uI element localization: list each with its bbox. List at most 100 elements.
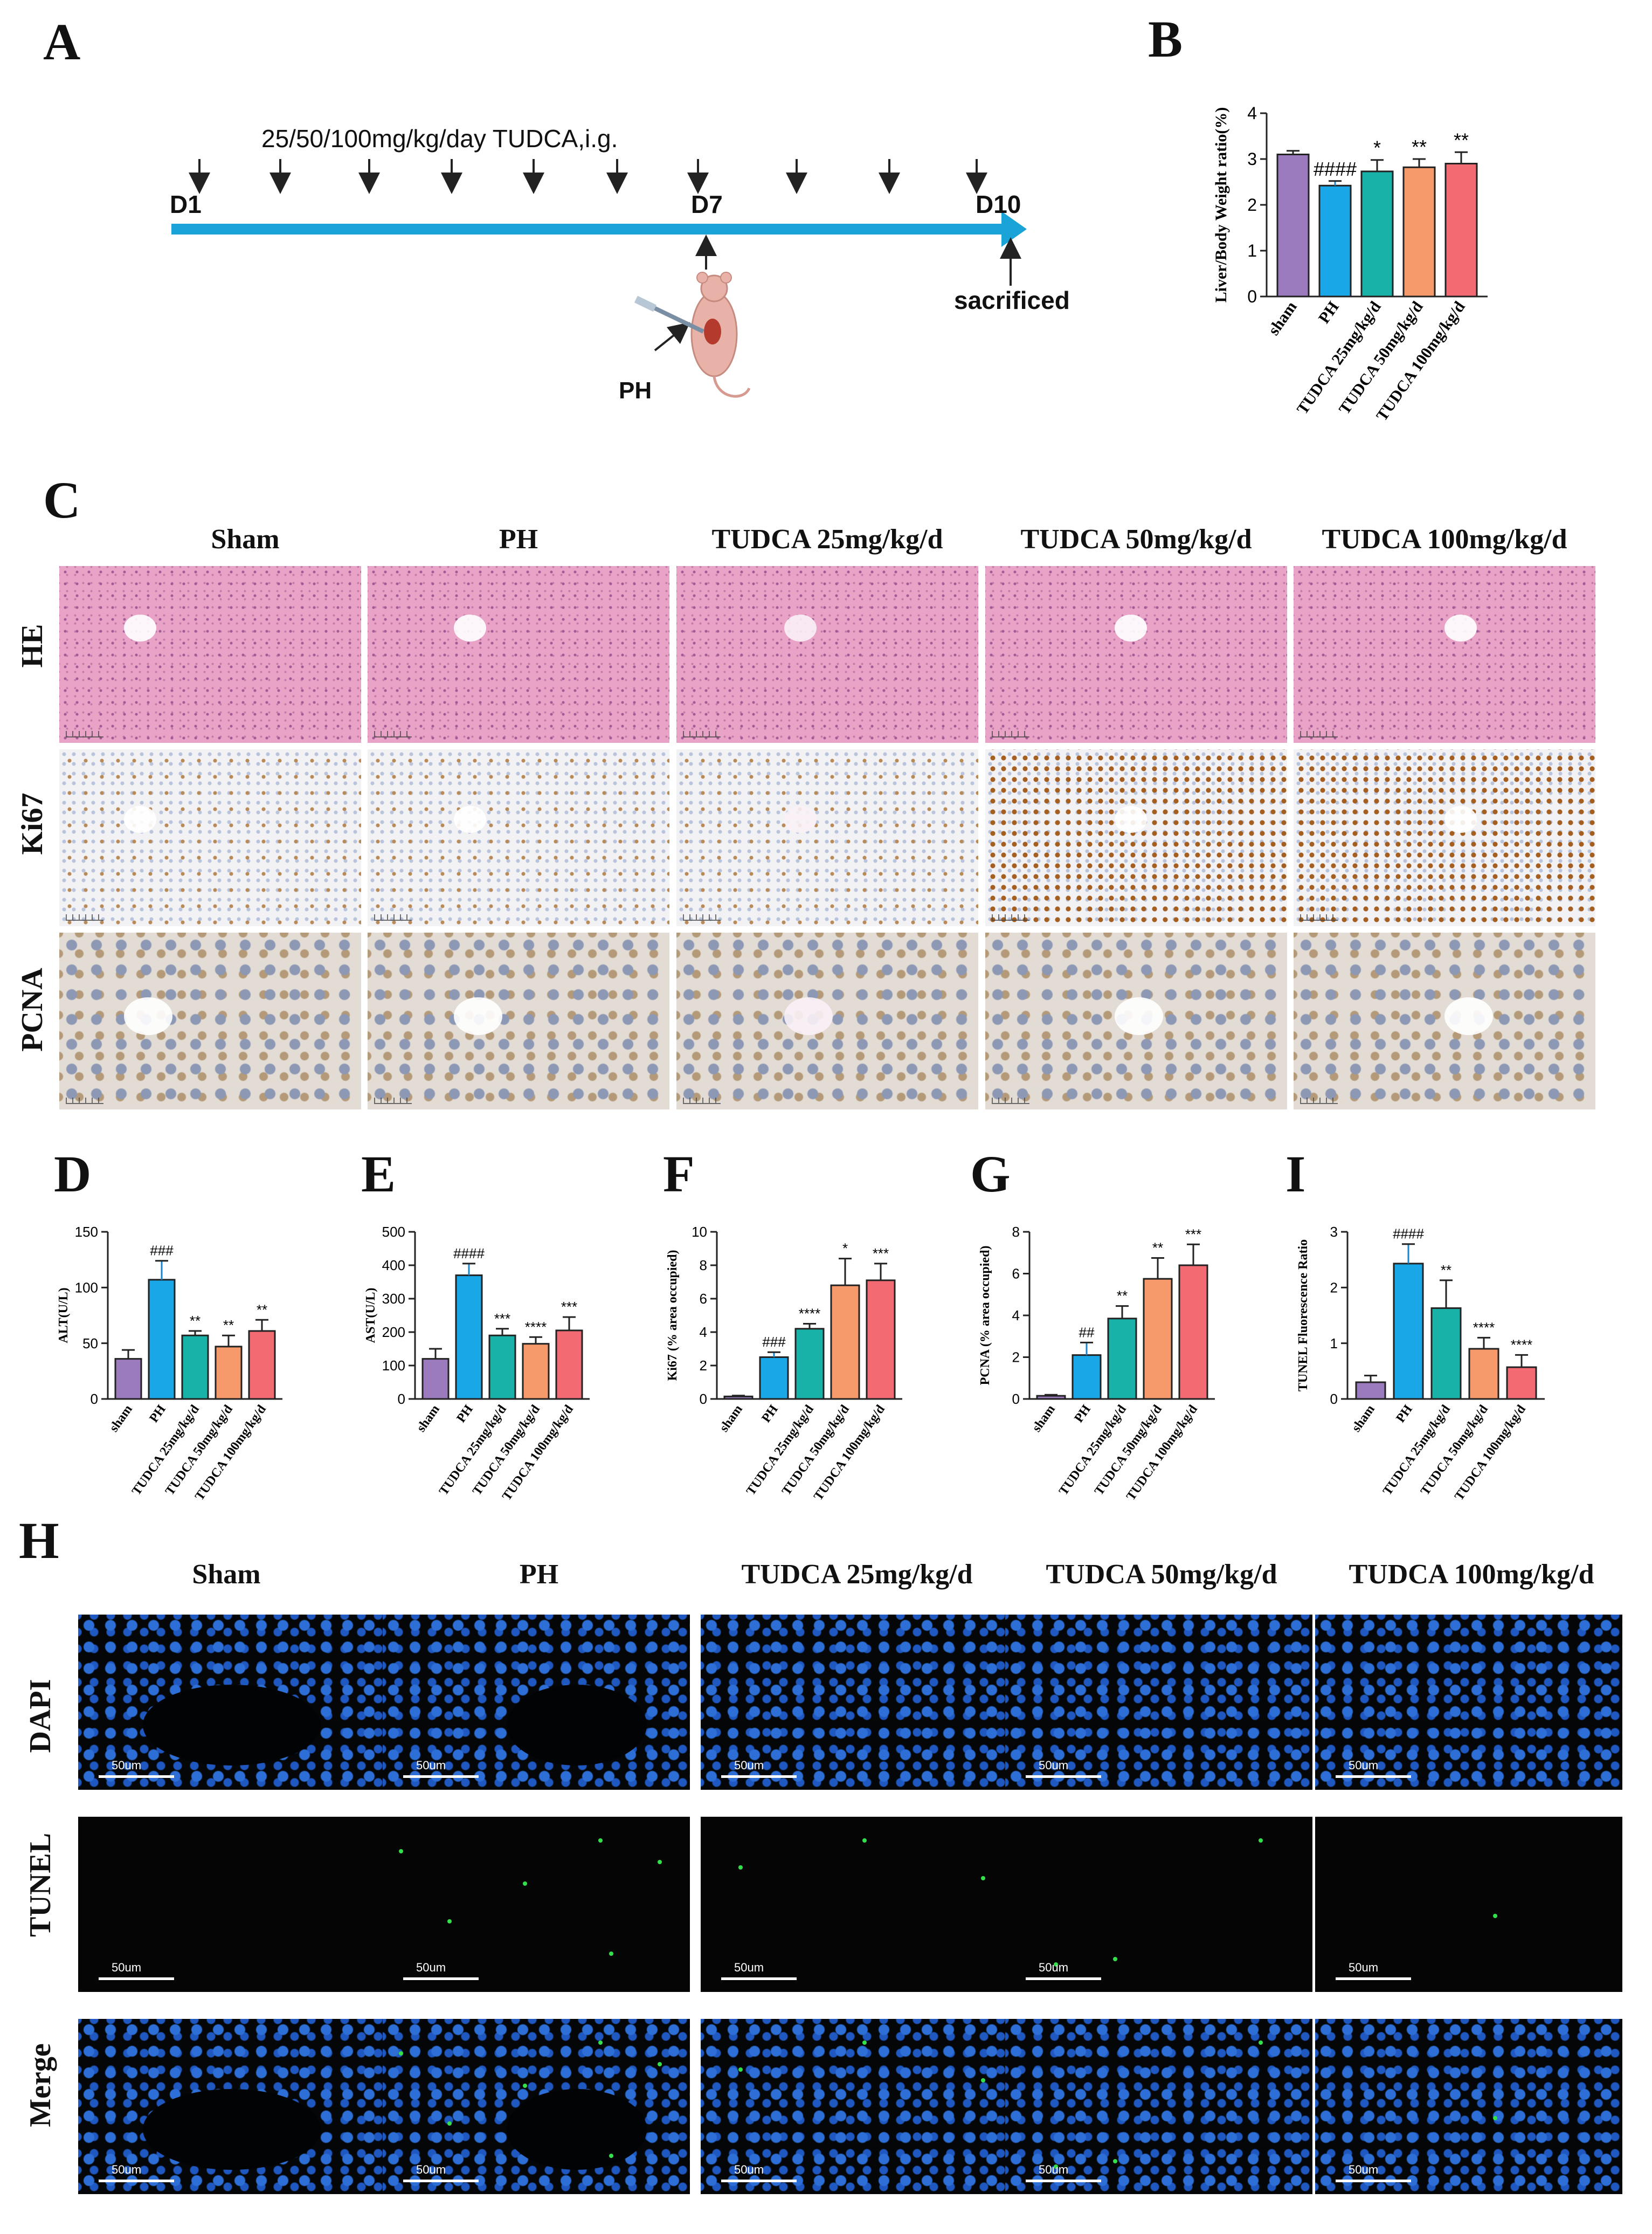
tunel-positive-dot (523, 1881, 527, 1886)
y-tick-label: 1 (1330, 1335, 1338, 1352)
tunel-positive-dot (1259, 1838, 1263, 1843)
scale-ruler (992, 731, 1029, 737)
histology-image-he-1 (368, 566, 669, 743)
scale-bar-label: 50um (416, 1759, 446, 1772)
category-label: sham (414, 1403, 443, 1435)
significance-label: ### (150, 1243, 174, 1259)
vessel-lumen (143, 2089, 321, 2170)
y-tick-label: 0 (1247, 287, 1257, 306)
significance-label: ** (1117, 1288, 1128, 1304)
scale-bar-label: 50um (1039, 1759, 1069, 1772)
histology-image-ki-1 (368, 749, 669, 926)
bar (114, 1358, 142, 1400)
y-tick-label: 0 (1330, 1391, 1338, 1407)
bar (1468, 1348, 1499, 1400)
category-label: sham (1264, 298, 1300, 339)
y-axis-label: TUNEL Fluorescence Ratio (1296, 1239, 1310, 1391)
y-tick-label: 500 (382, 1224, 405, 1240)
fluorescence-image-tunel-4: 50um (1315, 1817, 1622, 1992)
bar (455, 1274, 483, 1400)
category-label: sham (1029, 1403, 1058, 1435)
category-label: PH (1315, 298, 1343, 327)
significance-label: *** (561, 1299, 577, 1315)
c-row-ki67: Ki67 (16, 792, 49, 855)
category-label: PH (1072, 1402, 1094, 1425)
day1-label: D1 (170, 190, 202, 218)
scale-bar-label: 50um (112, 1961, 142, 1974)
fluorescence-image-dapi-0: 50um (78, 1615, 385, 1790)
tunel-positive-dot (523, 2084, 527, 2088)
y-tick-label: 0 (1012, 1391, 1020, 1407)
panel-label-d: D (54, 1145, 92, 1203)
tunel-positive-dot (447, 2121, 452, 2126)
chart-b-liver-body-ratio: 0 1 2 3 4 Liver/Body Weight ratio(%) sham #### P… (1212, 104, 1488, 424)
vessel-lumen (1444, 806, 1477, 833)
tunel-positive-dot (658, 1860, 662, 1864)
vessel-lumen (1444, 615, 1477, 642)
significance-label: ** (1454, 129, 1469, 151)
significance-label: #### (1393, 1226, 1424, 1242)
scale-ruler (1300, 731, 1338, 737)
category-label: TUDCA 25mg/kg/d (1056, 1402, 1129, 1498)
bar (1430, 1307, 1462, 1400)
category-label: TUDCA 25mg/kg/d (1380, 1402, 1453, 1498)
y-tick-label: 100 (382, 1357, 405, 1374)
vessel-lumen (124, 997, 172, 1035)
scale-ruler (1300, 914, 1338, 921)
scale-bar-label: 50um (1349, 1961, 1379, 1974)
significance-label: ** (257, 1301, 267, 1318)
histology-image-pc-1 (368, 933, 669, 1109)
scale-bar-label: 50um (416, 2163, 446, 2176)
significance-label: #### (1314, 158, 1357, 180)
significance-label: *** (1185, 1226, 1201, 1242)
scale-bar-label: 50um (1039, 2163, 1069, 2176)
vessel-lumen (507, 1685, 647, 1766)
bar (1506, 1366, 1537, 1400)
y-axis-label: PCNA (% area occupied) (978, 1246, 992, 1385)
y-tick-label: 0 (700, 1391, 707, 1407)
fluorescence-image-merge-2: 50um (701, 2019, 1008, 2194)
chart-g-pcna: 0 2 4 6 8 PCNA (% area occupied) sham ## PH ** TUD… (978, 1224, 1215, 1504)
histology-image-he-4 (1294, 566, 1595, 743)
scale-bar (1026, 2180, 1101, 2182)
category-label: TUDCA 50mg/kg/d (779, 1402, 852, 1498)
scale-bar (99, 1775, 174, 1778)
scale-ruler (66, 1098, 103, 1104)
y-tick-label: 8 (1012, 1224, 1020, 1240)
scale-ruler (66, 731, 103, 737)
category-label: PH (759, 1402, 782, 1425)
bar (1402, 166, 1436, 298)
histology-image-ki-0 (59, 749, 361, 926)
scale-bar-label: 50um (112, 1759, 142, 1772)
c-col-ph: PH (499, 524, 538, 555)
vessel-lumen (124, 615, 156, 642)
timeline-panel: 25/50/100mg/kg/day TUDCA,i.g. D1 D7 D10 … (0, 0, 1105, 431)
bar (421, 1358, 450, 1400)
y-tick-label: 200 (382, 1324, 405, 1340)
scale-bar-label: 50um (416, 1961, 446, 1974)
bar (1107, 1318, 1137, 1400)
bar (248, 1330, 276, 1400)
y-axis-label: ALT(U/L) (57, 1287, 71, 1343)
scale-ruler (1300, 1098, 1338, 1104)
scale-bar-label: 50um (734, 1961, 764, 1974)
histology-image-pc-0 (59, 933, 361, 1109)
bar (1355, 1381, 1386, 1400)
fluorescence-image-merge-0: 50um (78, 2019, 385, 2194)
tunel-positive-dot (862, 1838, 867, 1843)
vessel-lumen (143, 1685, 321, 1766)
day7-label: D7 (691, 190, 723, 218)
vessel-lumen (784, 615, 817, 642)
significance-label: * (1373, 137, 1381, 159)
h-col-t25: TUDCA 25mg/kg/d (741, 1559, 973, 1590)
tunel-positive-dot (658, 2062, 662, 2066)
significance-label: ** (223, 1317, 234, 1333)
tunel-positive-dot (1054, 2164, 1058, 2169)
scale-bar (403, 1977, 479, 1980)
scale-ruler (683, 914, 721, 921)
bar (1444, 163, 1478, 298)
chart-i-tunel: 0 1 2 3 TUNEL Fluorescence Ratio sham #### PH **… (1296, 1224, 1545, 1504)
dose-text: 25/50/100mg/kg/day TUDCA,i.g. (261, 125, 618, 153)
significance-label: ### (762, 1334, 786, 1350)
